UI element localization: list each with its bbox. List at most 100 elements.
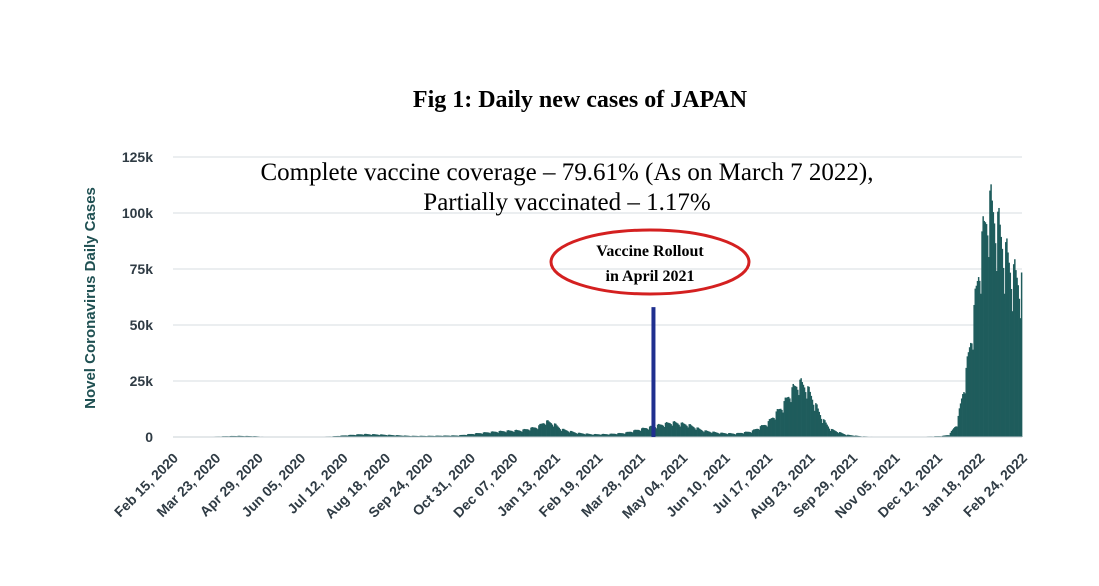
- case-bar: [993, 223, 996, 437]
- case-bar: [382, 434, 384, 437]
- case-bar: [792, 383, 794, 437]
- case-bar: [670, 424, 672, 437]
- case-bar: [674, 422, 677, 437]
- case-bar: [760, 425, 763, 437]
- case-bar: [642, 427, 644, 437]
- case-bar: [535, 428, 538, 437]
- case-bar: [843, 434, 845, 437]
- case-bar: [596, 434, 599, 437]
- case-bar: [999, 224, 1001, 437]
- case-bar: [638, 430, 641, 437]
- case-bar: [613, 433, 616, 437]
- case-bar: [849, 434, 851, 437]
- case-bar: [763, 425, 765, 437]
- case-bar: [853, 435, 856, 437]
- case-bar: [689, 424, 692, 437]
- case-bar: [604, 434, 607, 437]
- case-bar: [387, 434, 390, 437]
- case-bar: [412, 435, 415, 437]
- case-bar: [625, 432, 627, 437]
- case-bar: [989, 190, 991, 437]
- case-bar: [525, 429, 528, 437]
- case-bar: [1009, 272, 1012, 437]
- case-bar: [628, 431, 631, 437]
- case-bar: [591, 434, 593, 437]
- case-bar: [799, 379, 801, 437]
- case-bar: [231, 435, 234, 437]
- case-bar: [728, 433, 730, 437]
- case-bar: [709, 432, 712, 437]
- case-bar: [420, 435, 423, 437]
- case-bar: [746, 431, 748, 437]
- case-bar: [997, 211, 999, 437]
- case-bar: [833, 429, 835, 437]
- case-bar: [829, 430, 832, 437]
- case-bar: [559, 429, 562, 437]
- case-bar: [397, 435, 400, 437]
- case-bar: [359, 434, 362, 437]
- case-bar: [352, 434, 355, 437]
- case-bar: [971, 343, 973, 437]
- case-bar: [565, 430, 567, 437]
- case-bar: [402, 435, 404, 437]
- case-bar: [472, 434, 475, 437]
- case-bar: [839, 432, 842, 437]
- case-bar: [967, 352, 970, 437]
- case-bar: [407, 435, 409, 437]
- case-bar: [755, 429, 757, 437]
- case-bar: [707, 431, 710, 437]
- case-bar: [644, 428, 646, 437]
- case-bar: [433, 435, 435, 437]
- case-bar: [551, 424, 554, 437]
- case-bar: [1011, 311, 1014, 437]
- case-bar: [624, 433, 626, 437]
- case-bar: [724, 433, 727, 437]
- case-bar: [395, 435, 398, 437]
- case-bar: [950, 430, 953, 437]
- case-bar: [834, 430, 836, 437]
- case-bar: [738, 432, 740, 437]
- case-bar: [517, 430, 520, 437]
- case-bar: [540, 423, 542, 437]
- case-bar: [247, 435, 250, 437]
- case-bar: [576, 433, 579, 437]
- vaccine-coverage-annotation-line2: Partially vaccinated – 1.17%: [423, 189, 710, 216]
- case-bar: [532, 427, 534, 437]
- case-bar: [957, 415, 960, 437]
- case-bar: [749, 432, 752, 437]
- case-bar: [453, 435, 455, 437]
- case-bar: [721, 432, 723, 437]
- case-bar: [793, 385, 796, 437]
- figure-title: Fig 1: Daily new cases of JAPAN: [413, 87, 748, 113]
- case-bar: [466, 434, 469, 437]
- case-bar: [705, 430, 707, 437]
- case-bar: [965, 367, 967, 437]
- case-bar: [826, 424, 828, 437]
- case-bar: [650, 425, 652, 437]
- case-bar: [769, 418, 772, 437]
- case-bar: [568, 432, 571, 437]
- case-bar: [820, 418, 823, 437]
- vaccine-coverage-annotation-line1: Complete vaccine coverage – 79.61% (As o…: [260, 159, 873, 186]
- case-bar: [512, 431, 514, 437]
- case-bar: [996, 271, 998, 437]
- case-bar: [482, 432, 485, 437]
- case-bar: [715, 432, 718, 437]
- case-bar: [439, 435, 442, 437]
- case-bar: [970, 342, 972, 437]
- case-bar: [631, 432, 634, 437]
- case-bar: [369, 434, 372, 437]
- case-bar: [958, 408, 961, 437]
- case-bar: [495, 431, 497, 437]
- case-bar: [690, 425, 693, 437]
- case-bar: [976, 280, 979, 437]
- case-bar: [361, 434, 364, 437]
- case-bar: [483, 432, 486, 437]
- case-bar: [945, 435, 947, 437]
- case-bar: [1017, 285, 1019, 437]
- case-bar: [582, 433, 584, 437]
- case-bar: [465, 435, 468, 437]
- case-bar: [752, 429, 755, 437]
- case-bar: [719, 433, 721, 437]
